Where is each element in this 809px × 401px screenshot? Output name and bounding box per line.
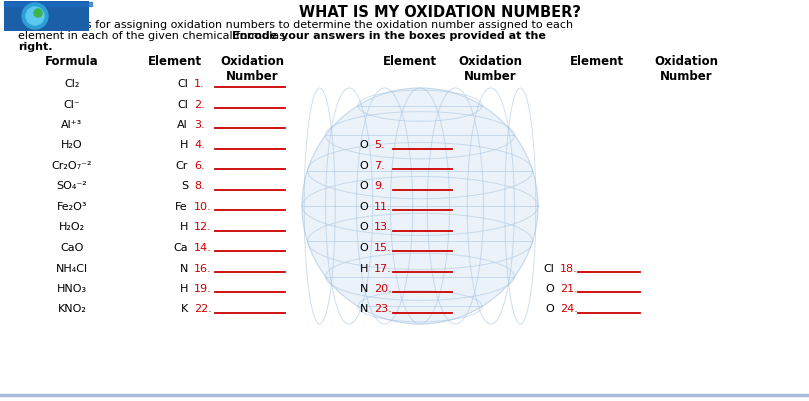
Text: 21.: 21.	[560, 283, 578, 293]
Text: CaO: CaO	[61, 242, 83, 252]
Text: O: O	[545, 304, 554, 314]
Text: N: N	[360, 283, 368, 293]
Text: 16.: 16.	[194, 263, 212, 273]
Text: 20.: 20.	[374, 283, 392, 293]
Text: 8.: 8.	[194, 181, 205, 191]
Circle shape	[302, 89, 538, 324]
Text: 19.: 19.	[194, 283, 212, 293]
Text: S: S	[181, 181, 188, 191]
Text: WHAT IS MY OXIDATION NUMBER?: WHAT IS MY OXIDATION NUMBER?	[299, 5, 581, 20]
Text: 17.: 17.	[374, 263, 392, 273]
Text: 22.: 22.	[194, 304, 212, 314]
Text: Cl: Cl	[177, 79, 188, 89]
Text: Al⁺³: Al⁺³	[61, 120, 83, 130]
Text: 10.: 10.	[194, 201, 212, 211]
FancyBboxPatch shape	[4, 2, 89, 32]
Text: K: K	[180, 304, 188, 314]
Text: Fe₂O³: Fe₂O³	[57, 201, 87, 211]
Text: Use the rules for assigning oxidation numbers to determine the oxidation number : Use the rules for assigning oxidation nu…	[18, 20, 573, 30]
Text: H: H	[180, 140, 188, 150]
Text: 7.: 7.	[374, 160, 385, 170]
Text: 23.: 23.	[374, 304, 392, 314]
Text: SO₄⁻²: SO₄⁻²	[57, 181, 87, 191]
Circle shape	[26, 8, 44, 26]
Text: N: N	[360, 304, 368, 314]
Text: Cl: Cl	[177, 99, 188, 109]
Text: O: O	[359, 140, 368, 150]
Text: 11.: 11.	[374, 201, 392, 211]
Text: O: O	[359, 222, 368, 232]
Text: Element: Element	[148, 55, 202, 68]
Text: Oxidation
Number: Oxidation Number	[458, 55, 522, 83]
Text: 5.: 5.	[374, 140, 384, 150]
Text: 18.: 18.	[560, 263, 578, 273]
Text: 3.: 3.	[194, 120, 205, 130]
Text: 14.: 14.	[194, 242, 212, 252]
Text: O: O	[359, 160, 368, 170]
Text: 24.: 24.	[560, 304, 578, 314]
Text: H₂O₂: H₂O₂	[59, 222, 85, 232]
Text: H₂O: H₂O	[61, 140, 83, 150]
Text: Element: Element	[570, 55, 624, 68]
Text: Formula: Formula	[45, 55, 99, 68]
Text: 13.: 13.	[374, 222, 392, 232]
Text: Encode your answers in the boxes provided at the: Encode your answers in the boxes provide…	[231, 31, 545, 41]
Text: Ca: Ca	[173, 242, 188, 252]
Text: Cl₂: Cl₂	[64, 79, 80, 89]
Circle shape	[34, 10, 42, 18]
Text: Cr: Cr	[176, 160, 188, 170]
Text: KNO₂: KNO₂	[57, 304, 87, 314]
Text: 4.: 4.	[194, 140, 205, 150]
Text: 1.: 1.	[194, 79, 205, 89]
Text: O: O	[359, 242, 368, 252]
Text: N: N	[180, 263, 188, 273]
Text: Cl: Cl	[543, 263, 554, 273]
Text: H: H	[180, 222, 188, 232]
Text: 9.: 9.	[374, 181, 385, 191]
Text: Cl⁻: Cl⁻	[64, 99, 80, 109]
Text: HNO₃: HNO₃	[57, 283, 87, 293]
Text: O: O	[545, 283, 554, 293]
Text: H: H	[180, 283, 188, 293]
Text: Cr₂O₇⁻²: Cr₂O₇⁻²	[52, 160, 92, 170]
Text: 15.: 15.	[374, 242, 392, 252]
Text: Oxidation
Number: Oxidation Number	[220, 55, 284, 83]
Text: O: O	[359, 181, 368, 191]
Text: O: O	[359, 201, 368, 211]
Text: Element: Element	[383, 55, 437, 68]
Text: right.: right.	[18, 42, 53, 52]
Text: Fe: Fe	[176, 201, 188, 211]
Text: Oxidation
Number: Oxidation Number	[654, 55, 718, 83]
Text: NH₄Cl: NH₄Cl	[56, 263, 88, 273]
Text: H: H	[360, 263, 368, 273]
Text: 2.: 2.	[194, 99, 205, 109]
Text: 6.: 6.	[194, 160, 205, 170]
Text: Al: Al	[177, 120, 188, 130]
Circle shape	[22, 4, 48, 30]
Text: element in each of the given chemical formulas.: element in each of the given chemical fo…	[18, 31, 292, 41]
Text: 12.: 12.	[194, 222, 212, 232]
